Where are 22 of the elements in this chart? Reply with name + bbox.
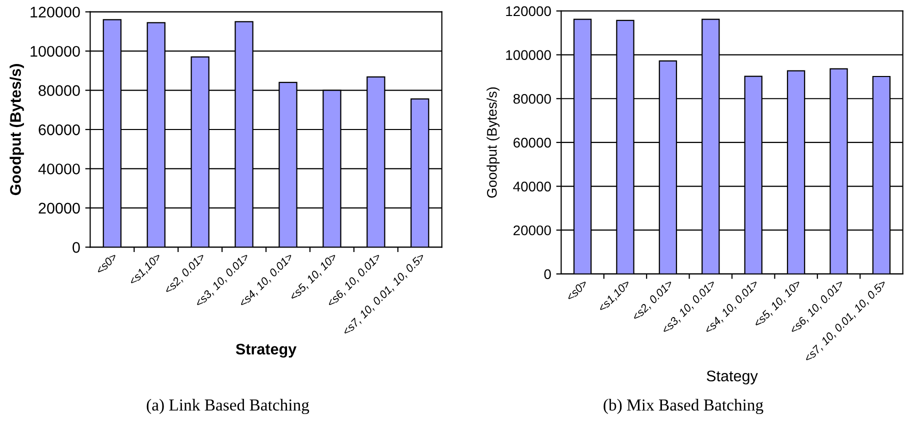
text: (b) Mix Based Batching xyxy=(604,398,764,414)
y-tick-label: 20000 xyxy=(514,225,551,236)
x-axis-title: Strategy xyxy=(236,344,296,358)
y-tick-label: 60000 xyxy=(38,124,80,136)
text: (a) Link Based Batching xyxy=(146,398,310,414)
y-tick-label: 120000 xyxy=(506,6,551,16)
y-axis-title: Goodput (Bytes/s) xyxy=(486,87,500,198)
y-tick-label: 120000 xyxy=(30,6,80,18)
y-tick-label: 40000 xyxy=(513,182,551,192)
y-axis-title: Goodput (Bytes/s) xyxy=(10,64,24,196)
y-tick-label: 100000 xyxy=(30,46,80,57)
y-tick-label: 100000 xyxy=(506,50,551,60)
y-tick-label: 80000 xyxy=(38,85,80,96)
x-tick-label: <s0> xyxy=(95,252,118,275)
y-tick-label: 0 xyxy=(544,269,551,280)
x-axis-title: Stategy xyxy=(706,370,758,384)
x-tick-label: <s0> xyxy=(566,279,588,302)
y-tick-label: 60000 xyxy=(514,138,551,148)
y-tick-label: 0 xyxy=(72,242,80,253)
y-tick-label: 40000 xyxy=(38,164,80,174)
y-tick-label: 20000 xyxy=(38,202,80,214)
y-tick-label: 80000 xyxy=(513,94,551,104)
